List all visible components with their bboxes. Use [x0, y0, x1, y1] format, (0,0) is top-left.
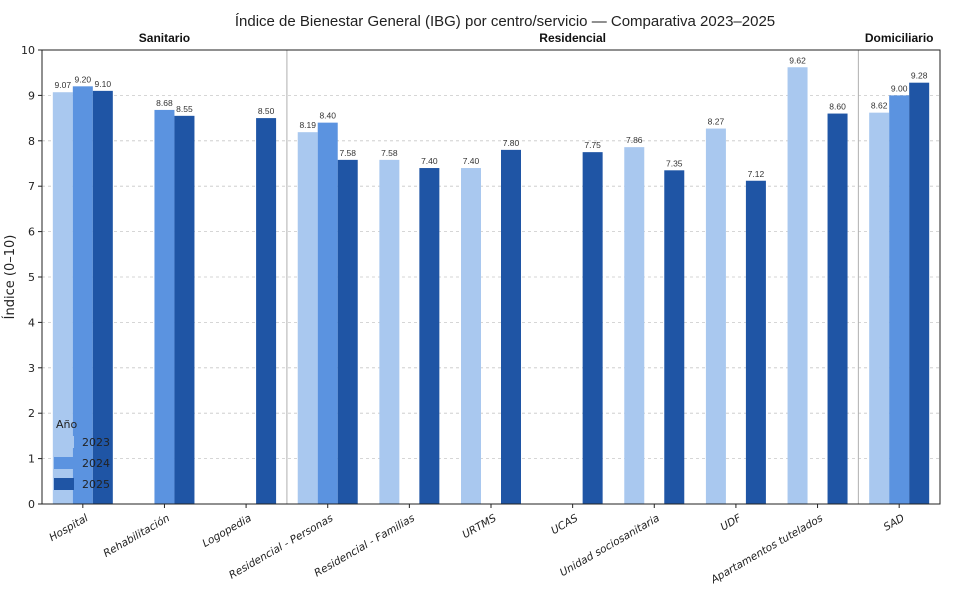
bar-2025 [745, 180, 766, 504]
bar-2023 [869, 112, 890, 504]
value-label: 8.50 [258, 106, 275, 116]
legend-swatch [54, 436, 74, 448]
bar-2025 [582, 152, 603, 504]
bar-2024 [154, 109, 175, 504]
bar-2023 [379, 159, 400, 505]
value-label: 7.12 [748, 169, 765, 179]
bar-2025 [174, 115, 195, 504]
chart-title: Índice de Bienestar General (IBG) por ce… [235, 13, 775, 30]
bar-2023 [787, 67, 808, 504]
legend-title: Año [56, 418, 77, 431]
group-label: Residencial [539, 31, 606, 45]
bar-2025 [256, 118, 277, 504]
value-label: 7.75 [584, 140, 601, 150]
bar-2025 [92, 90, 113, 505]
y-tick-label: 3 [28, 362, 35, 375]
value-label: 8.40 [319, 111, 336, 121]
bar-2023 [705, 128, 726, 505]
y-tick-label: 6 [28, 226, 35, 239]
value-label: 9.10 [95, 79, 112, 89]
value-label: 8.55 [176, 104, 193, 114]
group-label: Sanitario [139, 31, 190, 45]
x-tick-label: UDF [719, 512, 745, 534]
bar-2024 [317, 122, 338, 504]
y-tick-label: 2 [28, 407, 35, 420]
value-label: 9.62 [789, 55, 806, 65]
value-label: 7.58 [381, 148, 398, 158]
legend: Año 2023 2024 2025 [54, 418, 110, 491]
plot-frame [41, 49, 941, 505]
x-tick-label: URTMS [460, 512, 498, 541]
bar-2025 [501, 149, 521, 504]
value-label: 7.58 [339, 148, 356, 158]
bar-2024 [72, 86, 93, 504]
bar-2025 [909, 82, 930, 505]
legend-label: 2023 [82, 436, 110, 449]
y-tick-label: 4 [28, 316, 35, 329]
value-label: 7.40 [463, 156, 480, 166]
value-label: 9.20 [75, 74, 92, 84]
group-dividers: Sanitario Residencial Domiciliario [139, 31, 934, 504]
y-tick-label: 0 [28, 498, 35, 511]
bar-2025 [337, 159, 358, 505]
bar-2024 [889, 95, 910, 505]
value-labels: 9.079.20 9.10 8.688.55 8.50 8.198.40 7.58 7.58… [55, 55, 928, 179]
legend-swatch [54, 457, 74, 469]
value-label: 8.27 [708, 117, 725, 127]
y-tick-label: 10 [21, 44, 35, 57]
bars [52, 67, 930, 505]
legend-label: 2024 [82, 457, 110, 470]
value-label: 8.68 [156, 98, 173, 108]
bar-2023 [297, 132, 318, 504]
bar-2023 [461, 168, 481, 505]
group-label: Domiciliario [865, 31, 934, 45]
x-tick-label: Hospital [47, 512, 90, 544]
x-tick-label: SAD [882, 512, 907, 533]
y-tick-label: 7 [28, 180, 35, 193]
legend-swatch [54, 478, 74, 490]
y-tick-label: 5 [28, 271, 35, 284]
y-axis-label: Índice (0–10) [2, 235, 18, 320]
bar-2025 [827, 113, 848, 504]
bar-2025 [419, 168, 440, 505]
value-label: 7.35 [666, 158, 683, 168]
value-label: 8.19 [299, 120, 316, 130]
value-label: 9.07 [55, 80, 72, 90]
y-tick-label: 1 [28, 453, 35, 466]
y-tick-label: 8 [28, 135, 35, 148]
value-label: 7.80 [503, 138, 520, 148]
bar-2023 [624, 147, 645, 504]
bar-2023 [52, 92, 73, 505]
value-label: 7.40 [421, 156, 438, 166]
x-tick-label: Logopedia [200, 512, 253, 550]
value-label: 8.60 [829, 102, 846, 112]
x-tick-label: Rehabilitación [101, 512, 172, 560]
y-tick-label: 9 [28, 89, 35, 102]
value-label: 8.62 [871, 101, 888, 111]
value-label: 9.00 [891, 83, 908, 93]
value-label: 7.86 [626, 135, 643, 145]
legend-label: 2025 [82, 478, 110, 491]
value-label: 9.28 [911, 71, 928, 81]
x-tick-label: UCAS [549, 512, 580, 537]
bar-2025 [664, 170, 685, 504]
